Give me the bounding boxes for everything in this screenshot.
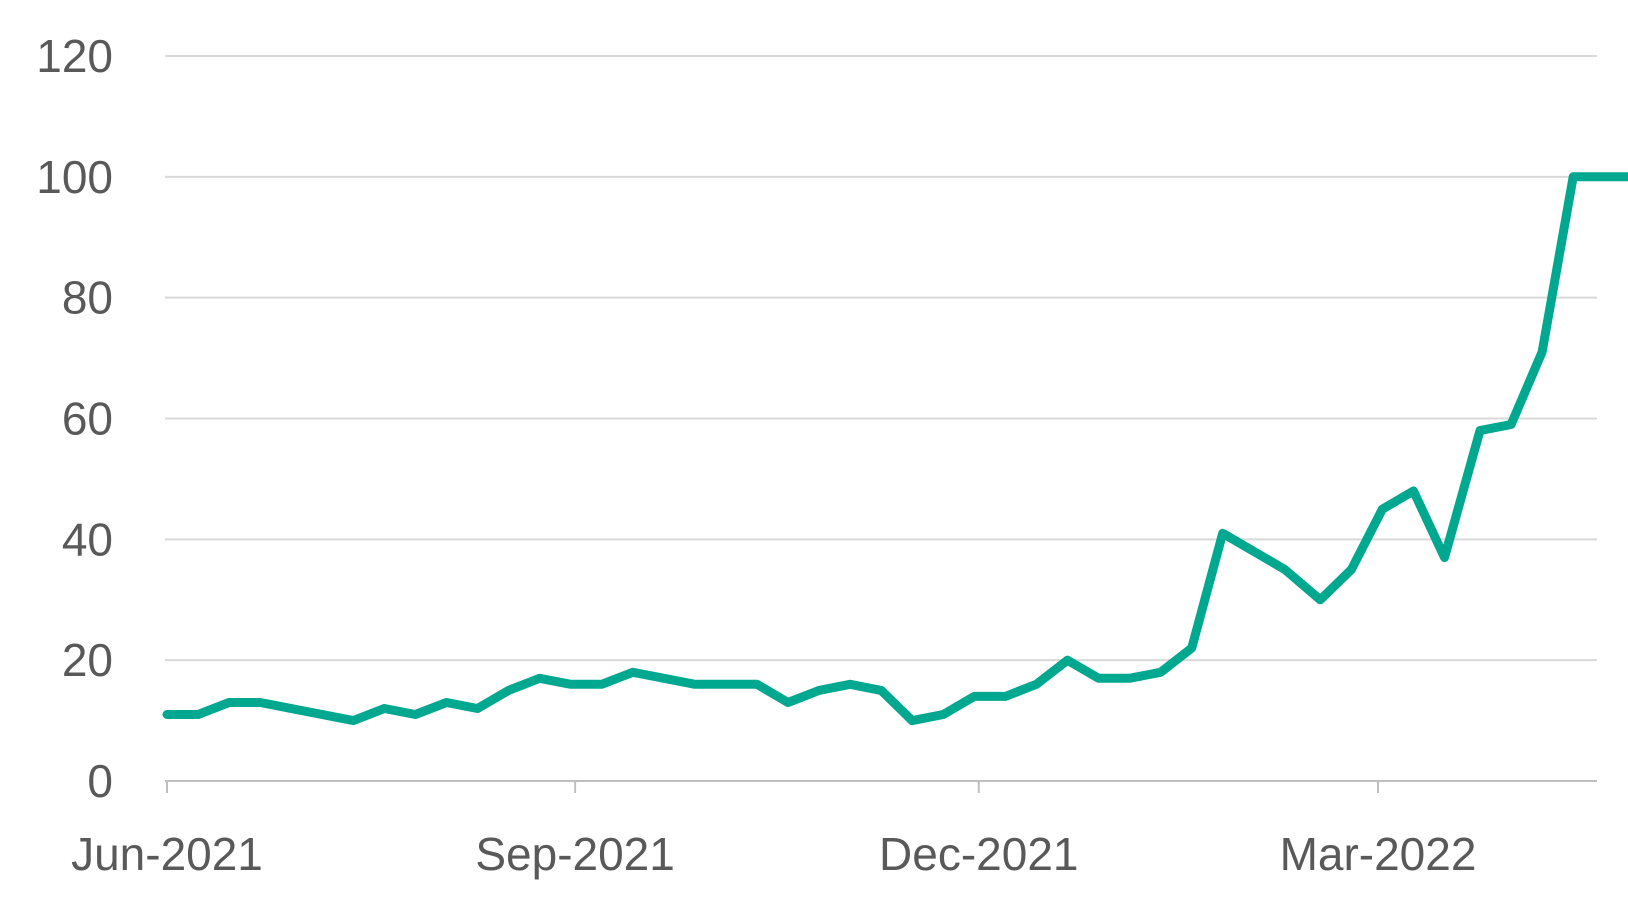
x-tick-label-dec-2021: Dec-2021: [879, 828, 1078, 880]
y-tick-label-100: 100: [36, 151, 113, 203]
x-tick-label-sep-2021: Sep-2021: [475, 828, 675, 880]
y-tick-label-60: 60: [62, 393, 113, 445]
series-layer: [162, 172, 1628, 726]
y-axis-tick-labels: 0 20 40 60 80 100 120: [36, 30, 113, 807]
y-tick-label-40: 40: [62, 513, 113, 565]
y-tick-label-0: 0: [87, 755, 113, 807]
y-tick-label-20: 20: [62, 634, 113, 686]
x-axis: [165, 780, 1597, 793]
y-tick-label-80: 80: [62, 272, 113, 324]
y-tick-label-120: 120: [36, 30, 113, 82]
x-tick-label-mar-2022: Mar-2022: [1280, 828, 1477, 880]
series-line-0: [162, 172, 1628, 726]
x-axis-tick-labels: Jun-2021 Sep-2021 Dec-2021 Mar-2022: [71, 828, 1476, 880]
x-tick-label-jun-2021: Jun-2021: [71, 828, 263, 880]
gridlines: [165, 55, 1597, 662]
